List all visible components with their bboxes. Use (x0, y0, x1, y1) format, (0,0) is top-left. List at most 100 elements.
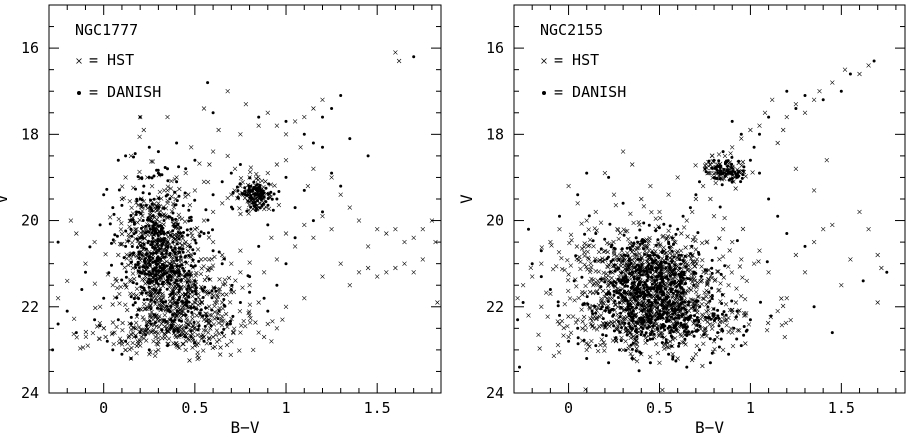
hst-point (699, 278, 705, 284)
danish-point (659, 260, 663, 264)
hst-point (700, 257, 705, 263)
danish-point (156, 168, 160, 172)
hst-point (265, 170, 271, 176)
danish-point (220, 180, 224, 184)
hst-point (605, 283, 611, 289)
hst-point (592, 256, 598, 262)
danish-point (209, 324, 213, 328)
danish-point (190, 311, 194, 314)
hst-point (693, 351, 699, 357)
hst-point (127, 347, 132, 352)
hst-point (179, 242, 185, 248)
danish-point (111, 206, 115, 210)
danish-point (666, 277, 670, 281)
danish-point (720, 293, 724, 297)
danish-point (165, 264, 169, 268)
hst-point (144, 328, 149, 334)
hst-point (706, 276, 712, 282)
hst-point (320, 274, 325, 279)
danish-point (649, 270, 652, 274)
hst-point (128, 279, 133, 284)
hst-point (701, 296, 707, 301)
hst-point (247, 169, 253, 175)
danish-point (163, 255, 167, 259)
danish-point (593, 259, 597, 263)
danish-point (144, 247, 148, 251)
hst-point (207, 265, 212, 271)
danish-point (266, 197, 270, 200)
danish-point (180, 234, 184, 238)
hst-point (575, 317, 580, 322)
hst-point (684, 218, 690, 223)
danish-point (261, 192, 265, 196)
hst-point (690, 355, 696, 361)
danish-point (624, 308, 628, 312)
danish-point (171, 211, 175, 215)
hst-point (302, 295, 307, 301)
hst-point (561, 333, 566, 338)
hst-point (101, 326, 106, 331)
danish-point (767, 115, 771, 119)
danish-point (612, 329, 616, 333)
danish-point (189, 329, 193, 333)
danish-point (252, 204, 256, 208)
danish-point (548, 288, 552, 291)
hst-point (657, 360, 662, 366)
hst-point (811, 188, 817, 193)
hst-point (151, 339, 156, 344)
hst-point (633, 252, 638, 257)
hst-point (636, 219, 641, 225)
danish-point (679, 262, 683, 266)
danish-point (675, 293, 679, 297)
hst-point (129, 205, 134, 211)
hst-point (212, 254, 217, 260)
hst-point (174, 314, 180, 319)
danish-point (718, 177, 722, 181)
danish-point (169, 263, 173, 267)
danish-point (707, 290, 711, 294)
hst-point (253, 176, 259, 181)
hst-point (143, 338, 149, 343)
danish-point (730, 162, 734, 166)
danish-point (127, 239, 130, 243)
danish-point (169, 245, 173, 249)
hst-point (628, 335, 634, 341)
danish-point (161, 242, 164, 246)
danish-point (648, 307, 652, 311)
hst-point (71, 316, 77, 322)
danish-point (186, 309, 190, 313)
danish-point (748, 318, 752, 322)
hst-point (237, 206, 242, 211)
hst-point (578, 259, 583, 265)
hst-point (694, 343, 700, 349)
hst-point (644, 259, 649, 264)
danish-point (209, 342, 212, 345)
hst-point (329, 226, 334, 232)
danish-point (169, 278, 173, 282)
hst-point (97, 304, 103, 310)
hst-point (779, 296, 784, 301)
danish-point (636, 284, 640, 288)
danish-point (259, 188, 263, 192)
danish-point (737, 170, 740, 174)
danish-point (606, 300, 610, 303)
danish-point (140, 291, 144, 295)
danish-point (666, 300, 670, 304)
danish-point (607, 175, 611, 179)
danish-point (207, 291, 211, 295)
hst-point (126, 335, 131, 340)
hst-point (782, 334, 788, 340)
danish-point (646, 254, 650, 258)
hst-point (684, 267, 690, 273)
hst-point (92, 281, 98, 286)
danish-point (134, 263, 138, 267)
danish-point (591, 239, 595, 243)
hst-point (694, 257, 700, 262)
hst-point (138, 230, 143, 235)
danish-point (712, 319, 716, 322)
hst-point (137, 169, 142, 175)
hst-point (811, 239, 817, 245)
hst-point (253, 320, 258, 325)
danish-point (638, 268, 642, 272)
danish-point (156, 282, 160, 286)
